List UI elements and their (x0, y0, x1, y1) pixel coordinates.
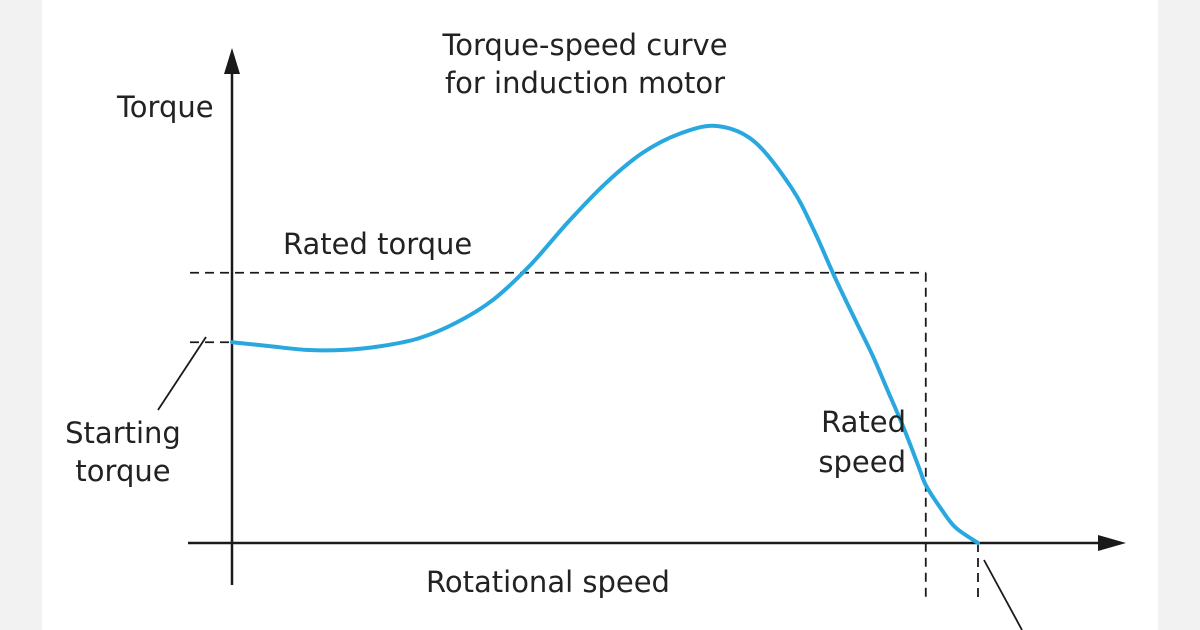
starting-torque-leader (157, 336, 207, 411)
sync-speed-leader (983, 559, 1023, 630)
chart-title-line-2: for induction motor (445, 66, 725, 100)
x-axis-label: Rotational speed (426, 565, 670, 599)
y-axis-arrowhead (224, 48, 240, 74)
rated-torque-label: Rated torque (283, 227, 472, 261)
chart-canvas (42, 0, 1158, 630)
y-axis-label: Torque (116, 90, 214, 124)
starting-torque-label-line-1: Starting (65, 416, 181, 450)
rated-speed-label-line-2: speed (818, 445, 906, 479)
torque-speed-curve (230, 123, 980, 545)
starting-torque-label-line-2: torque (75, 454, 170, 488)
rated-speed-label-line-1: Rated (821, 405, 906, 439)
x-axis-arrowhead (1098, 535, 1126, 551)
chart-title-line-1: Torque-speed curve (441, 28, 727, 62)
